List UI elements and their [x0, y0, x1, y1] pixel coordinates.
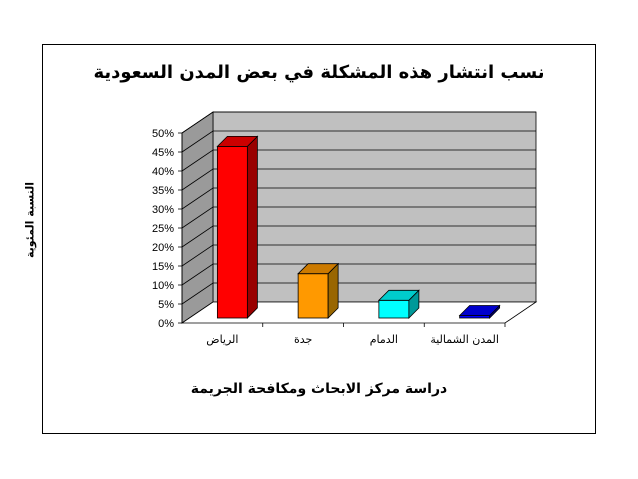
y-tick-label: 15%	[152, 261, 174, 273]
y-tick-label: 30%	[152, 204, 174, 216]
y-tick-label: 45%	[152, 147, 174, 159]
y-tick-label: 5%	[158, 299, 174, 311]
gridline	[181, 225, 536, 248]
y-tick-label: 20%	[152, 242, 174, 254]
gridline	[181, 244, 536, 267]
x-tick-label: المدن الشمالية	[430, 333, 499, 346]
bar-top	[216, 135, 259, 147]
y-tick-label: 10%	[152, 280, 174, 292]
y-tick-label: 35%	[152, 185, 174, 197]
y-tick-label: 0%	[158, 318, 174, 330]
x-tick-label: جدة	[294, 333, 312, 346]
bar-side	[246, 135, 258, 319]
x-tick-label: الرياض	[206, 333, 238, 346]
gridline	[181, 111, 536, 134]
bar	[297, 273, 329, 319]
chart-title: نسب انتشار هذه المشكلة في بعض المدن السع…	[93, 62, 545, 83]
gridline	[181, 282, 536, 305]
gridline	[181, 187, 536, 210]
bar	[216, 145, 248, 319]
gridline	[181, 168, 536, 191]
bar-top	[297, 263, 340, 275]
x-axis-label: دراسة مركز الابحاث ومكافحة الجريمة	[190, 381, 448, 397]
gridline	[181, 263, 536, 286]
y-tick-label: 50%	[152, 128, 174, 140]
bar-top	[458, 305, 501, 316]
y-tick-label: 25%	[152, 223, 174, 235]
y-axis-label: النسبة المئوية	[23, 181, 37, 259]
gridline	[181, 206, 536, 229]
y-tick-label: 40%	[152, 166, 174, 178]
gridline	[181, 149, 536, 172]
gridline	[181, 130, 536, 153]
floor	[180, 301, 538, 324]
x-tick-label: الدمام	[370, 333, 398, 346]
bar-top	[377, 289, 420, 301]
bar	[378, 299, 410, 319]
